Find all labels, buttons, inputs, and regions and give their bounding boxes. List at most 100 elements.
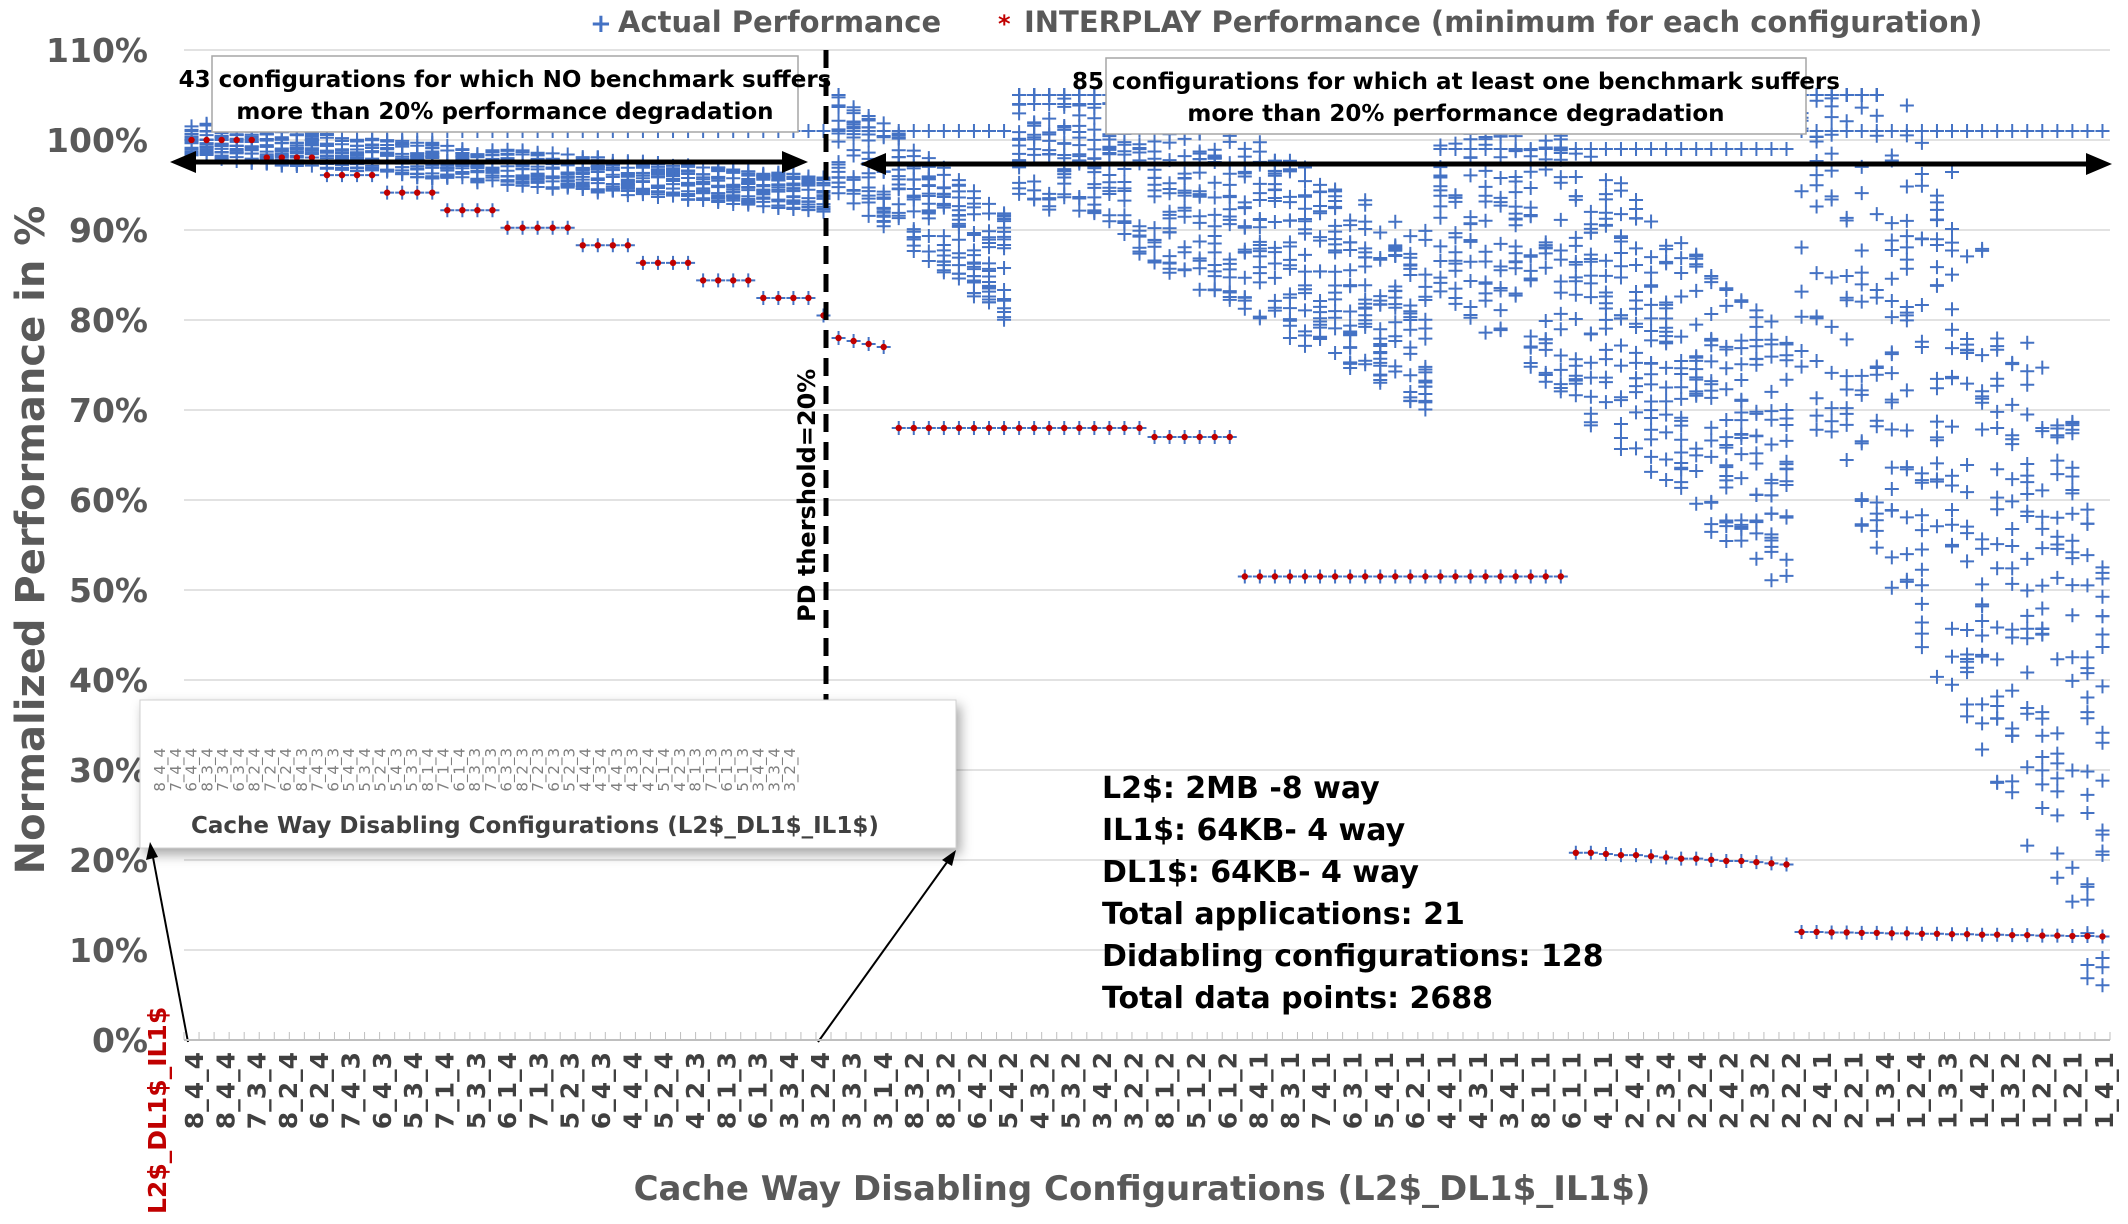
actual-point	[1719, 361, 1734, 376]
actual-point	[1568, 311, 1583, 326]
actual-point	[876, 201, 891, 216]
actual-point	[2095, 773, 2110, 788]
actual-point	[1975, 647, 1990, 662]
actual-point	[1448, 253, 1463, 268]
actual-point	[1945, 302, 1960, 317]
actual-point	[1719, 382, 1734, 397]
actual-point	[1749, 513, 1764, 528]
actual-point	[1403, 346, 1418, 361]
actual-point	[1282, 189, 1297, 204]
legend-interplay-label: INTERPLAY Performance (minimum for each …	[1024, 5, 1982, 39]
inset-tick-label: 5_2_3	[561, 748, 580, 792]
actual-point	[1899, 574, 1914, 589]
actual-point	[1297, 264, 1312, 279]
actual-point	[1914, 178, 1929, 193]
actual-point	[2065, 763, 2080, 778]
actual-point	[1945, 419, 1960, 434]
interplay-point	[1437, 573, 1444, 580]
y-tick-label: 0%	[92, 1021, 148, 1060]
y-tick-label: 60%	[69, 481, 148, 520]
actual-point	[2035, 800, 2050, 815]
actual-point	[1177, 183, 1192, 198]
actual-point	[650, 185, 665, 200]
inset-tick-label: 8_2_4	[246, 748, 265, 792]
interplay-point	[2039, 932, 2046, 939]
actual-point	[1854, 294, 1869, 309]
actual-point	[2065, 506, 2080, 521]
y-tick-label: 30%	[69, 751, 148, 790]
inset-tick-label: 8_4_4	[151, 748, 170, 792]
actual-point	[2035, 360, 2050, 375]
actual-point	[2035, 541, 2050, 556]
actual-point	[1659, 472, 1674, 487]
actual-point	[1042, 192, 1057, 207]
actual-point	[2080, 971, 2095, 986]
actual-point	[1343, 263, 1358, 278]
actual-point	[1072, 88, 1087, 102]
actual-point	[1674, 266, 1689, 281]
actual-point	[2050, 652, 2065, 667]
actual-point	[2050, 541, 2065, 556]
inset-tick-labels: 8_4_47_4_46_4_48_3_47_3_46_3_48_2_47_2_4…	[151, 748, 800, 792]
interplay-point	[1452, 573, 1459, 580]
actual-point	[1042, 147, 1057, 162]
interplay-point	[218, 136, 225, 144]
actual-point	[1960, 485, 1975, 500]
actual-point	[2080, 650, 2095, 665]
interplay-point	[1346, 573, 1354, 580]
actual-point	[1598, 312, 1613, 327]
interplay-point	[1181, 433, 1188, 441]
actual-point	[1478, 325, 1493, 340]
actual-point	[1629, 285, 1644, 300]
inset-panel: 8_4_47_4_46_4_48_3_47_3_46_3_48_2_47_2_4…	[139, 699, 957, 849]
actual-point	[1553, 252, 1568, 267]
actual-point	[1418, 395, 1433, 410]
actual-point	[1719, 513, 1734, 528]
info-line-il1: IL1$: 64KB- 4 way	[1102, 813, 1406, 848]
actual-point	[997, 312, 1012, 327]
actual-point	[982, 124, 997, 138]
actual-point	[921, 186, 936, 201]
actual-point	[2020, 608, 2035, 623]
actual-point	[1929, 669, 1944, 684]
actual-point	[1192, 215, 1207, 230]
actual-point	[1899, 423, 1914, 438]
actual-point	[2095, 847, 2110, 862]
actual-point	[1463, 168, 1478, 183]
actual-point	[1839, 452, 1854, 467]
actual-point	[1960, 697, 1975, 712]
actual-point	[1764, 488, 1779, 503]
actual-point	[1734, 413, 1749, 428]
actual-point	[1613, 207, 1628, 222]
actual-point	[1839, 406, 1854, 421]
y-tick-label: 70%	[69, 391, 148, 430]
actual-point	[2005, 355, 2020, 370]
actual-point	[1328, 182, 1343, 197]
actual-point	[1809, 422, 1824, 437]
actual-point	[1884, 271, 1899, 286]
actual-point	[1749, 332, 1764, 347]
actual-point	[1854, 243, 1869, 258]
actual-point	[1674, 366, 1689, 381]
actual-point	[1042, 127, 1057, 142]
y-tick-label: 110%	[46, 31, 148, 70]
x-tick-label: 2_3_4	[1652, 1052, 1681, 1129]
inset-tick-label: 5_1_3	[734, 748, 753, 792]
actual-point	[891, 197, 906, 212]
actual-point	[1613, 390, 1628, 405]
interplay-point	[684, 259, 692, 267]
actual-point	[1794, 359, 1809, 374]
x-tick-label: 6_2_4	[305, 1052, 334, 1129]
actual-point	[1613, 142, 1628, 156]
interplay-point	[1000, 424, 1008, 432]
actual-point	[2035, 621, 2050, 636]
actual-point	[1087, 180, 1102, 195]
actual-point	[2065, 469, 2080, 484]
actual-point	[1644, 449, 1659, 464]
actual-point	[1207, 269, 1222, 284]
actual-point	[1689, 384, 1704, 399]
actual-point	[1914, 297, 1929, 312]
actual-point	[982, 240, 997, 255]
actual-point	[1644, 422, 1659, 437]
actual-point	[1749, 404, 1764, 419]
